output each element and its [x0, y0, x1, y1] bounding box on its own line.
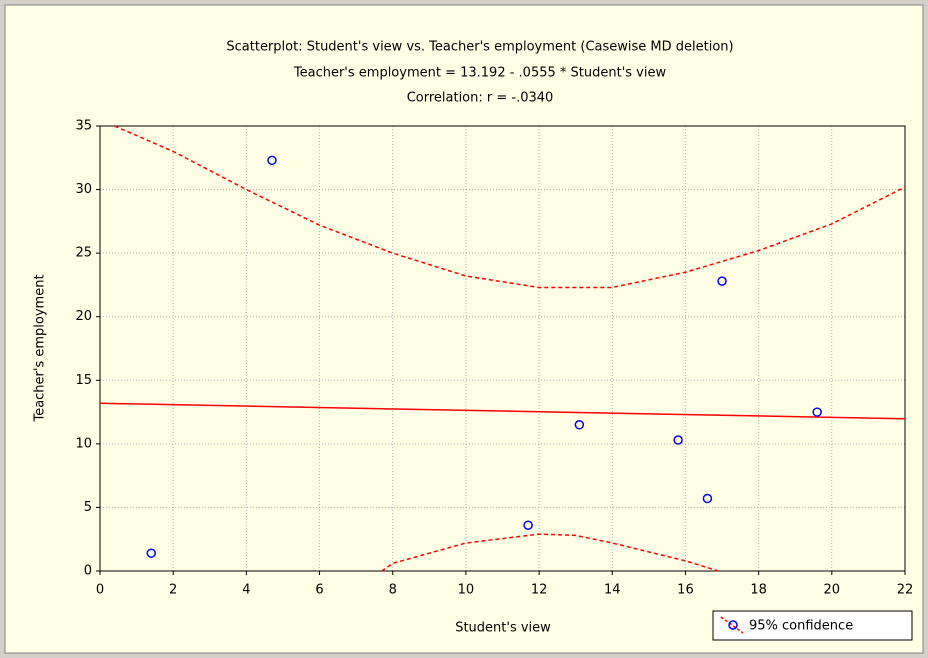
point	[523, 520, 533, 530]
confidence-band	[114, 125, 906, 289]
point	[267, 155, 277, 166]
point	[717, 276, 727, 286]
x-tick-label: 12	[531, 583, 548, 598]
legend-line	[720, 616, 744, 634]
legend-point	[728, 620, 738, 630]
y-tick-label: 0	[84, 564, 92, 579]
legend-label: 95% confidence	[749, 619, 853, 634]
point	[146, 548, 156, 558]
x-tick-label: 10	[458, 583, 475, 598]
subtitle: Teacher's employment = 13.192 - .0555 * …	[293, 66, 667, 81]
y-axis-label: Teacher's employment	[33, 274, 48, 422]
chart-title: Scatterplot: Student's view vs. Teacher'…	[226, 40, 733, 55]
point	[574, 420, 585, 430]
x-tick-label: 20	[824, 583, 841, 598]
y-tick-label: 25	[75, 246, 92, 261]
x-tick-label: 14	[604, 583, 621, 598]
x-axis-label: Student's view	[455, 621, 551, 636]
y-tick-label: 10	[75, 436, 92, 451]
x-tick-label: 2	[169, 583, 177, 598]
legend-box	[712, 610, 913, 641]
x-tick-label: 18	[750, 583, 767, 598]
point	[673, 435, 683, 445]
point	[702, 493, 713, 504]
x-tick-label: 0	[96, 583, 104, 598]
y-tick-label: 20	[75, 309, 92, 324]
x-tick-label: 16	[677, 583, 694, 598]
y-tick-label: 35	[75, 119, 92, 134]
regression-line	[99, 402, 906, 420]
subtitle: Correlation: r = -.0340	[407, 91, 554, 106]
plot-border	[99, 125, 906, 572]
y-tick-label: 30	[75, 182, 92, 197]
y-tick-label: 5	[84, 500, 92, 515]
y-tick-label: 15	[75, 373, 92, 388]
x-tick-label: 6	[315, 583, 323, 598]
point	[812, 407, 822, 417]
x-tick-label: 8	[389, 583, 397, 598]
x-tick-label: 22	[897, 583, 914, 598]
plot-area	[100, 126, 905, 571]
x-tick-label: 4	[242, 583, 250, 598]
